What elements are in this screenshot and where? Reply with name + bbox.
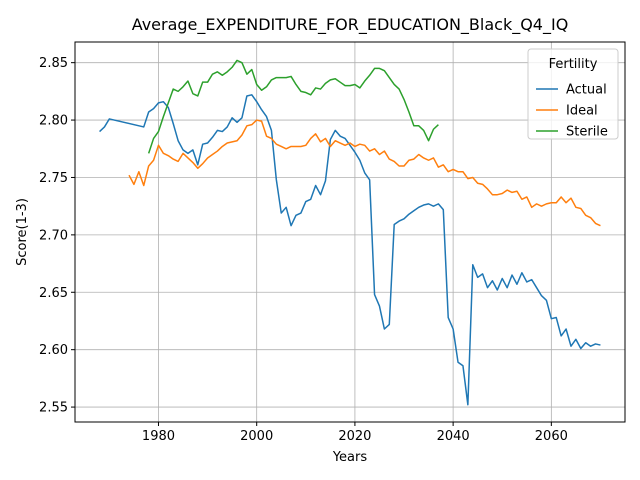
legend-items: Actual Ideal Sterile [536, 83, 608, 140]
y-tick-label: 2.60 [39, 343, 68, 358]
legend-title: Fertility [549, 57, 598, 72]
y-tick-label: 2.70 [39, 228, 68, 243]
legend-label-ideal: Ideal [566, 104, 598, 119]
x-tick-label: 2020 [338, 429, 371, 444]
y-axis-ticks: 2.55 2.60 2.65 2.70 2.75 2.80 2.85 [39, 56, 75, 416]
series-line-ideal [128, 119, 601, 227]
x-axis-ticks: 1980 2000 2020 2040 2060 [142, 422, 568, 444]
x-axis-title: Years [332, 450, 368, 465]
series-line-actual [99, 94, 601, 406]
series-line-sterile [147, 59, 439, 154]
series-lines [99, 59, 601, 406]
plot-frame [74, 41, 626, 423]
y-tick-label: 2.75 [39, 171, 68, 186]
legend: Fertility Actual Ideal Sterile [527, 48, 619, 140]
x-tick-label: 2060 [535, 429, 568, 444]
legend-label-sterile: Sterile [566, 125, 608, 140]
y-tick-label: 2.65 [39, 286, 68, 301]
x-tick-label: 2000 [240, 429, 273, 444]
y-tick-label: 2.85 [39, 56, 68, 71]
y-tick-label: 2.80 [39, 114, 68, 129]
chart-title: Average_EXPENDITURE_FOR_EDUCATION_Black_… [132, 15, 569, 35]
legend-box [527, 48, 619, 140]
y-axis-title: Score(1-3) [15, 198, 30, 266]
y-tick-label: 2.55 [39, 401, 68, 416]
legend-label-actual: Actual [566, 83, 607, 98]
x-tick-label: 2040 [437, 429, 470, 444]
x-tick-label: 1980 [142, 429, 175, 444]
